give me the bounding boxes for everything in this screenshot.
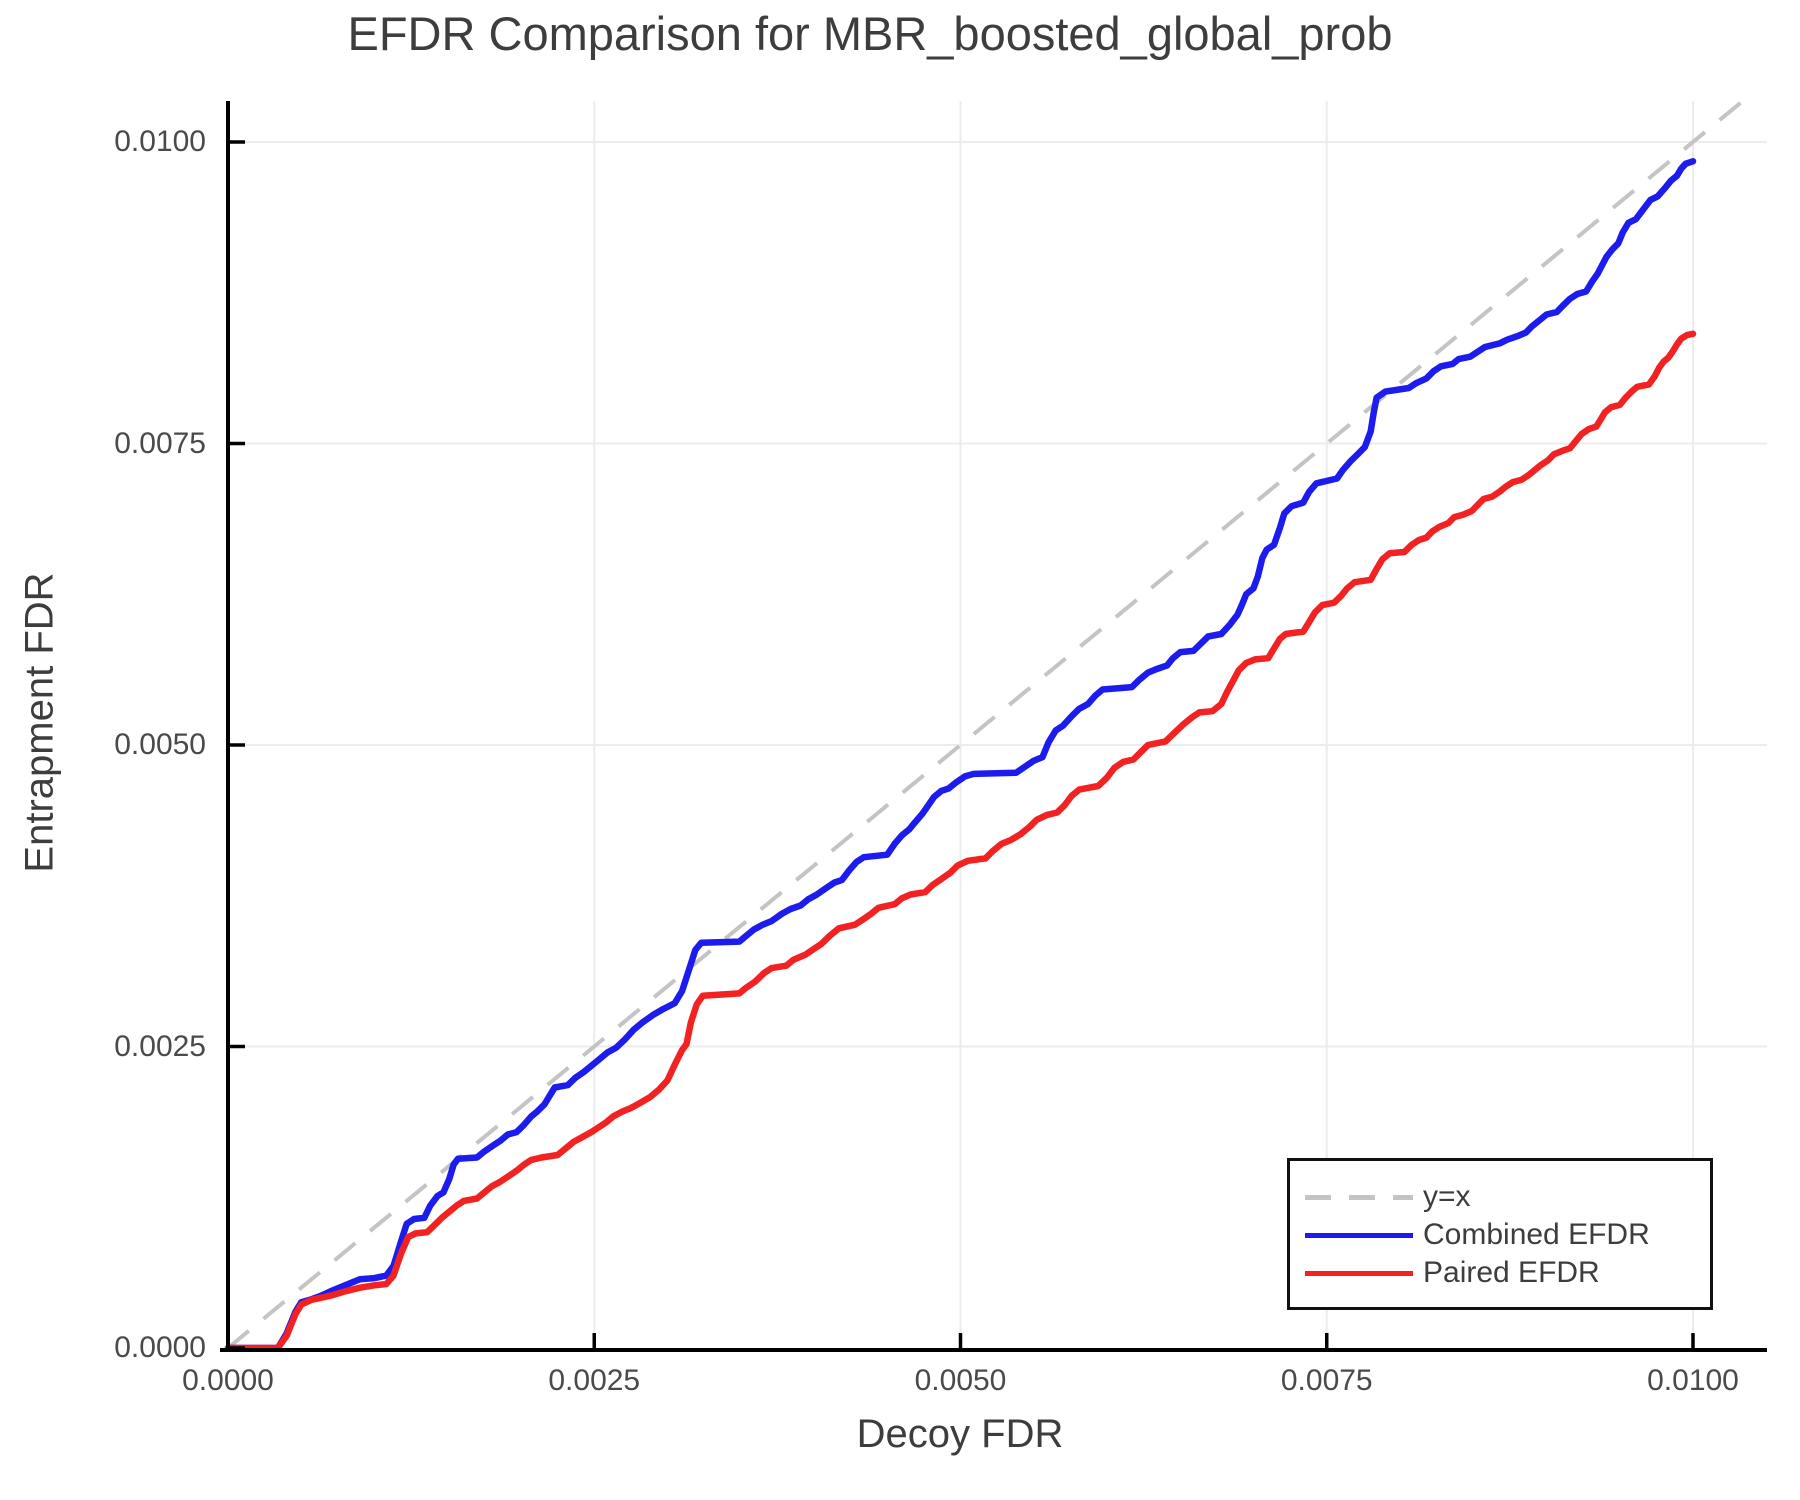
y-tick-label: 0.0100 bbox=[114, 125, 206, 158]
chart-title: EFDR Comparison for MBR_boosted_global_p… bbox=[347, 7, 1393, 60]
series-line-paired-efdr bbox=[224, 330, 1697, 1352]
legend-line-swatch bbox=[1305, 1233, 1413, 1238]
x-tick-label: 0.0050 bbox=[914, 1364, 1007, 1397]
legend-label: y=x bbox=[1423, 1180, 1471, 1213]
y-tick-label: 0.0050 bbox=[114, 728, 206, 761]
legend: y=x Combined EFDR Paired EFDR bbox=[1287, 1158, 1713, 1310]
series-line-combined-efdr bbox=[224, 158, 1697, 1352]
y-tick-label: 0.0000 bbox=[114, 1331, 206, 1364]
y-tick-label: 0.0025 bbox=[114, 1029, 206, 1063]
y-tick-label: 0.0075 bbox=[114, 426, 206, 460]
legend-label: Combined EFDR bbox=[1423, 1218, 1650, 1251]
x-axis-label: Decoy FDR bbox=[856, 1412, 1064, 1456]
y-axis-label: Entrapment FDR bbox=[17, 572, 62, 873]
x-tick-label: 0.0100 bbox=[1647, 1364, 1739, 1397]
legend-entry: y=x bbox=[1290, 1178, 1710, 1216]
legend-label: Paired EFDR bbox=[1423, 1256, 1600, 1289]
legend-entry: Combined EFDR bbox=[1290, 1216, 1710, 1254]
x-tick-label: 0.0025 bbox=[548, 1364, 641, 1397]
x-tick-label: 0.0000 bbox=[182, 1364, 274, 1397]
legend-entry: Paired EFDR bbox=[1290, 1254, 1710, 1292]
reference-line-y-equals-x bbox=[226, 99, 1745, 1350]
legend-line-swatch bbox=[1305, 1271, 1413, 1276]
legend-dashed-line-swatch bbox=[1305, 1195, 1413, 1200]
x-tick-label: 0.0075 bbox=[1280, 1364, 1373, 1397]
